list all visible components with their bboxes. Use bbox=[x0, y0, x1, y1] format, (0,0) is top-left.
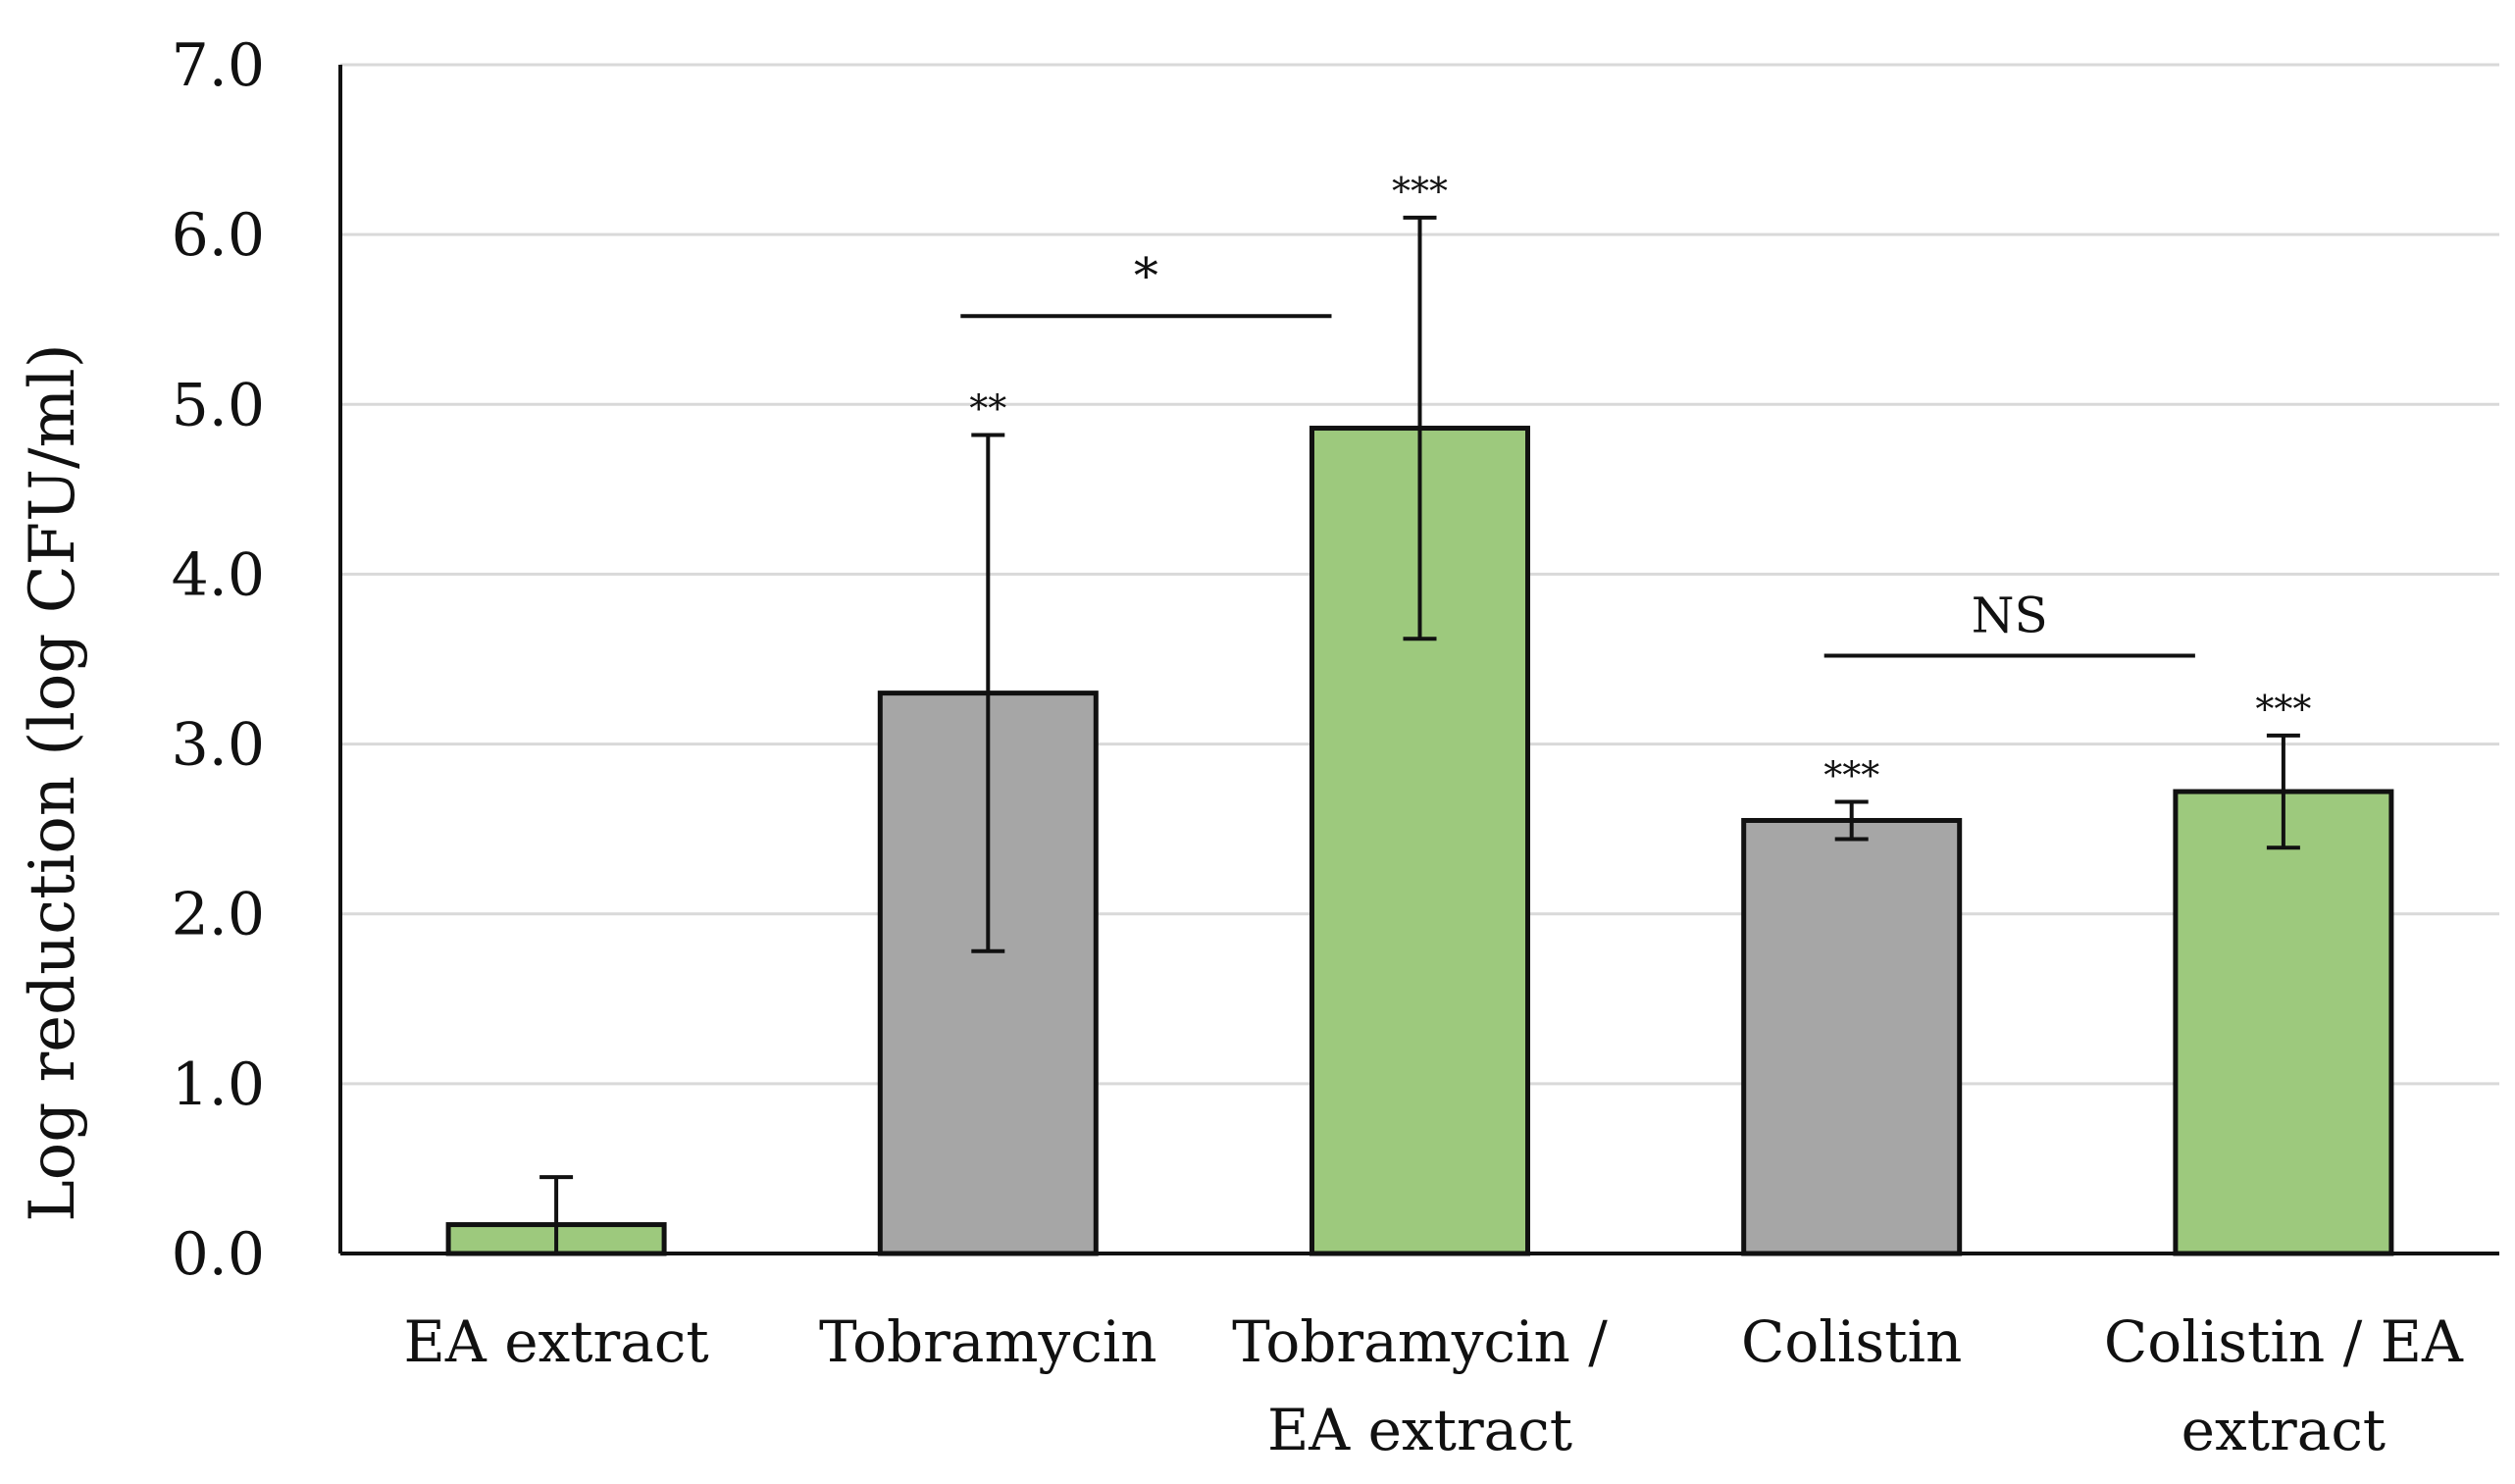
axes bbox=[338, 65, 2499, 1255]
x-category-label-line: Tobramycin bbox=[819, 1308, 1157, 1375]
x-category-label: Tobramycin / EA extract bbox=[1232, 1308, 1608, 1463]
x-category-label-line: EA extract bbox=[404, 1308, 709, 1375]
significance-label: *** bbox=[1392, 170, 1448, 213]
x-category-label: Colistin bbox=[1741, 1308, 1962, 1375]
y-tick-label: 4.0 bbox=[172, 540, 265, 609]
error-bars bbox=[539, 215, 2300, 1254]
x-category-label-line: EA extract bbox=[1267, 1397, 1572, 1463]
x-category-label-line: extract bbox=[2181, 1397, 2386, 1463]
significance-label: *** bbox=[1823, 753, 1879, 796]
axis-labels: 0.01.02.03.04.05.06.07.0EA extract Tobram… bbox=[172, 31, 2464, 1463]
x-category-label: Tobramycin bbox=[819, 1308, 1157, 1375]
x-category-label-line: Colistin bbox=[1741, 1308, 1962, 1375]
comparison-label: * bbox=[1134, 247, 1158, 304]
x-category-label-line: Colistin / EA bbox=[2104, 1308, 2464, 1375]
y-tick-label: 1.0 bbox=[172, 1050, 265, 1119]
significance-annotations: ************NS bbox=[960, 170, 2311, 796]
y-axis-title: Log reduction (log CFU/ml) bbox=[17, 343, 89, 1221]
x-category-label-line: Tobramycin / bbox=[1232, 1308, 1608, 1375]
y-tick-label: 2.0 bbox=[172, 881, 265, 949]
significance-label: ** bbox=[969, 386, 1006, 430]
x-category-label: Colistin / EA extract bbox=[2104, 1308, 2464, 1463]
y-tick-label: 5.0 bbox=[172, 371, 265, 439]
y-tick-label: 7.0 bbox=[172, 31, 265, 100]
bar bbox=[1741, 817, 1963, 1256]
y-tick-label: 6.0 bbox=[172, 201, 265, 270]
significance-label: *** bbox=[2255, 688, 2311, 731]
y-tick-label: 0.0 bbox=[172, 1220, 265, 1289]
comparison-label: NS bbox=[1972, 588, 2048, 644]
bar bbox=[2173, 789, 2394, 1256]
y-tick-label: 3.0 bbox=[172, 711, 265, 780]
x-category-label: EA extract bbox=[404, 1308, 709, 1375]
